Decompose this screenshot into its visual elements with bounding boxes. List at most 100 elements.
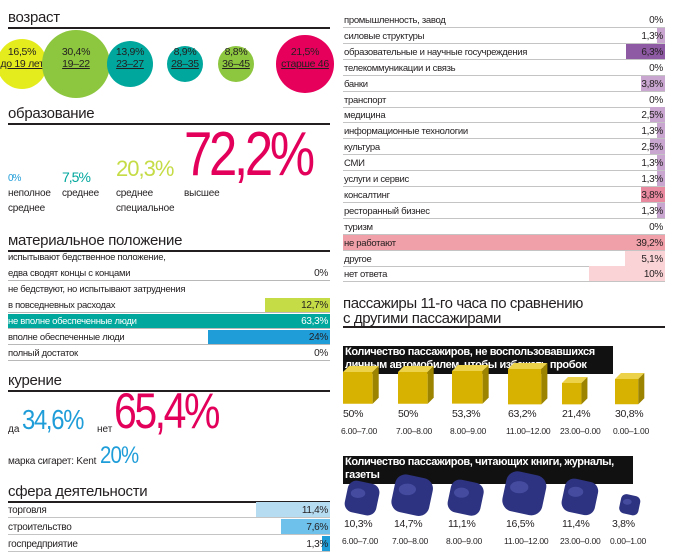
age-circle — [276, 35, 334, 93]
education-value-incomplete: 0% — [8, 173, 21, 184]
sector-bar — [656, 202, 665, 218]
car-cube — [343, 366, 379, 404]
sector-row-value: 0% — [649, 221, 663, 233]
sector-row: культура 2,5% — [343, 139, 665, 156]
sphere-row-label: госпредприятие — [8, 539, 78, 550]
sector-row-label: транспорт — [344, 94, 387, 106]
wealth-bar — [265, 298, 330, 312]
sector-row-value: 1,3% — [641, 205, 663, 217]
book-value: 11,1% — [448, 518, 476, 530]
sphere-bar — [321, 536, 330, 551]
book-value: 16,5% — [506, 518, 535, 530]
age-range: 28–35 — [171, 58, 199, 70]
education-label-secondary: среднее — [62, 188, 99, 199]
car-cube — [615, 372, 645, 404]
sector-row: транспорт 0% — [343, 92, 665, 108]
book-value: 3,8% — [612, 518, 635, 530]
wealth-row-value: 63,3% — [301, 316, 328, 327]
wealth-bar — [8, 314, 330, 328]
sector-bar — [343, 234, 665, 250]
age-label: 8,9% 28–35 — [155, 46, 215, 70]
age-value: 8,9% — [173, 46, 197, 58]
wealth-row: не вполне обеспеченные люди 63,3% — [8, 313, 330, 329]
sector-row-label: телекоммуникации и связь — [344, 62, 456, 74]
age-value: 8,8% — [224, 46, 248, 58]
sector-row-value: 1,3% — [641, 30, 663, 42]
sector-row-label: информационные технологии — [344, 126, 468, 138]
sector-row-label: ресторанный бизнес — [344, 205, 430, 217]
wealth-row: полный достаток 0% — [8, 345, 330, 361]
sector-row-value: 0% — [649, 62, 663, 74]
age-label: 8,8% 36–45 — [206, 46, 266, 70]
age-range: 36–45 — [222, 58, 250, 70]
wealth-row-label: полный достаток — [8, 348, 78, 359]
sector-row-label: другое — [344, 253, 372, 265]
smoking-brand-value: 20% — [100, 442, 139, 469]
book-blob — [619, 493, 641, 515]
age-circle — [217, 45, 255, 83]
book-blob — [391, 474, 433, 516]
wealth-title: материальное положение — [8, 233, 330, 252]
age-value: 16,5% — [7, 46, 37, 58]
sphere-row-label: торговля — [8, 505, 47, 516]
sphere-row: строительство 7,6% — [8, 518, 330, 535]
book-time: 23.00–0.00 — [560, 536, 601, 546]
car-value: 30,8% — [615, 408, 644, 420]
age-circle — [106, 40, 154, 88]
smoking-no-value: 65,4% — [114, 383, 220, 439]
car-time: 7.00–8.00 — [396, 426, 433, 436]
education-label-vocational: среднее специальное — [116, 188, 175, 214]
sector-row-label: нет ответа — [344, 269, 388, 281]
sector-row-label: культура — [344, 142, 380, 154]
car-value: 50% — [343, 408, 364, 420]
wealth-row-value: 12,7% — [301, 300, 328, 311]
sphere-bar — [255, 502, 330, 517]
sector-row: другое 5,1% — [343, 250, 665, 267]
age-range: старше 46 — [281, 58, 329, 70]
book-time: 0.00–1.00 — [610, 536, 647, 546]
smoking-title: курение — [8, 373, 330, 392]
sector-bar — [641, 75, 665, 91]
book-blob — [561, 478, 599, 516]
sector-row-value: 3,8% — [641, 78, 663, 90]
sector-row-label: услуги и сервис — [344, 174, 409, 185]
age-range: до 19 лет — [0, 58, 44, 70]
age-label: 21,5% старше 46 — [275, 46, 335, 70]
sphere-row: госпредприятие 1,3% — [8, 535, 330, 552]
car-time: 8.00–9.00 — [450, 426, 487, 436]
book-blob — [344, 480, 380, 516]
book-time: 8.00–9.00 — [446, 536, 483, 546]
sector-bar — [625, 43, 665, 59]
sector-row: СМИ 1,3% — [343, 155, 665, 172]
age-value: 13,9% — [115, 46, 145, 58]
wealth-bar — [207, 330, 330, 344]
sector-row-value: 2,5% — [641, 110, 663, 122]
age-title: возраст — [8, 10, 330, 29]
age-circle — [41, 29, 111, 99]
age-range: 19–22 — [62, 58, 90, 70]
car-value: 50% — [398, 408, 419, 420]
sphere-row-value: 1,3% — [306, 539, 328, 550]
education-label-higher: высшее — [184, 188, 220, 199]
wealth-row: испытывают бедственное положение, едва св… — [8, 252, 330, 281]
sector-bar — [656, 171, 665, 186]
sector-row-value: 39,2% — [636, 237, 663, 249]
sector-row-label: туризм — [344, 221, 373, 233]
wealth-row-value: 0% — [314, 348, 328, 359]
sector-bar — [649, 139, 665, 155]
age-circle — [166, 45, 204, 83]
sector-row: информационные технологии 1,3% — [343, 123, 665, 140]
wealth-row-label: вполне обеспеченные люди — [8, 332, 125, 343]
sector-row-value: 0% — [649, 15, 663, 26]
sector-row-label: СМИ — [344, 158, 365, 170]
sector-row: нет ответа 10% — [343, 266, 665, 283]
sector-row-label: не работают — [344, 237, 396, 249]
sphere-row-value: 7,6% — [306, 522, 328, 533]
book-time: 11.00–12.00 — [504, 536, 549, 546]
age-label: 30,4% 19–22 — [46, 46, 106, 70]
age-value: 30,4% — [61, 46, 91, 58]
age-value: 21,5% — [290, 46, 320, 58]
car-time: 6.00–7.00 — [341, 426, 378, 436]
car-value: 63,2% — [508, 408, 537, 420]
education-value-vocational: 20,3% — [116, 156, 174, 181]
